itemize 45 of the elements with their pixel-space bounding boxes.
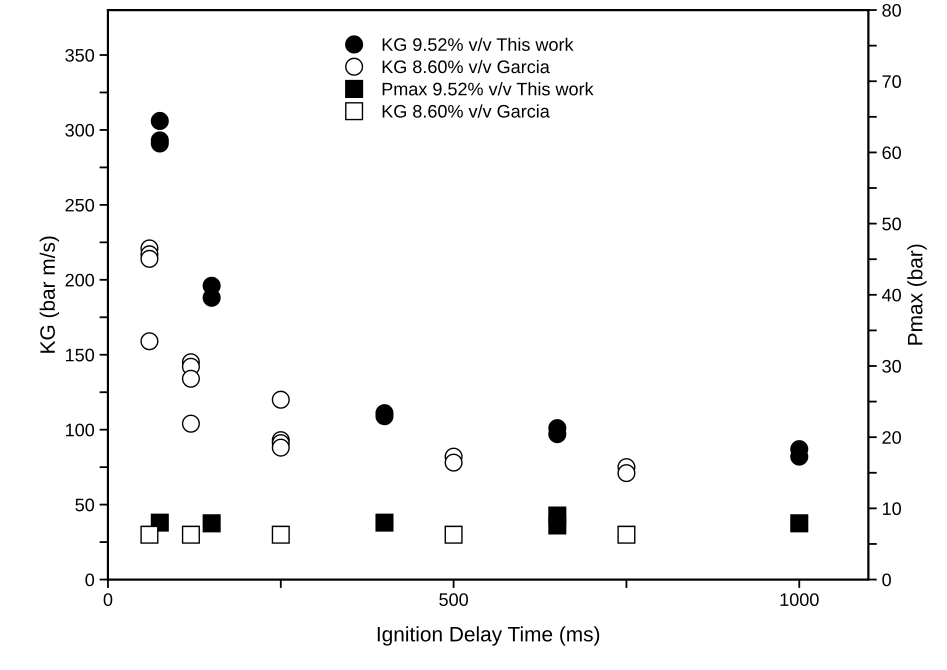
legend-label: KG 9.52% v/v This work <box>382 38 574 51</box>
y-tick-label: 200 <box>66 274 94 287</box>
point <box>272 438 290 457</box>
point <box>140 332 158 350</box>
point <box>140 250 158 268</box>
point <box>617 464 636 482</box>
point <box>375 514 394 532</box>
y2-tick-label: 30 <box>882 360 901 373</box>
y2-tick-label: 0 <box>882 573 891 586</box>
y2-tick-label: 40 <box>882 288 901 302</box>
y-tick-label: 150 <box>66 348 94 362</box>
y-tick-label: 250 <box>66 198 94 212</box>
x-tick-label: 1000 <box>780 593 819 606</box>
point <box>272 526 290 544</box>
point <box>182 414 200 433</box>
point <box>548 516 566 534</box>
y2-axis-title: Pmax (bar) <box>907 244 927 345</box>
point <box>182 526 200 544</box>
y-tick-label: 350 <box>65 48 94 62</box>
y2-tick-label: 20 <box>882 431 901 444</box>
legend-label: KG 8.60% v/v Garcia <box>382 60 550 74</box>
legend-label: Pmax 9.52% v/v This work <box>382 82 594 96</box>
y2-tick-label: 80 <box>882 4 901 17</box>
point <box>617 526 636 544</box>
point <box>140 526 158 544</box>
point <box>182 370 200 388</box>
point <box>202 514 221 532</box>
y2-tick-label: 60 <box>882 146 901 160</box>
y-tick-label: 50 <box>75 498 94 512</box>
y2-tick-label: 10 <box>882 502 901 516</box>
point <box>790 514 808 532</box>
x-tick-label: 0 <box>104 593 112 606</box>
y-tick-label: 0 <box>85 573 94 586</box>
point <box>150 112 169 130</box>
y2-tick-label: 70 <box>882 75 901 88</box>
y-axis-title: KG (bar m/s) <box>40 236 60 353</box>
x-tick-label: 500 <box>439 593 468 606</box>
point <box>444 526 463 544</box>
x-axis-title: Ignition Delay Time (ms) <box>378 626 600 646</box>
y-tick-label: 100 <box>66 424 94 436</box>
point <box>272 390 290 409</box>
legend-label: KG 8.60% v/v Garcia <box>382 104 550 118</box>
y-tick-label: 300 <box>65 124 94 137</box>
y2-tick-label: 50 <box>882 218 901 230</box>
point <box>444 454 463 472</box>
